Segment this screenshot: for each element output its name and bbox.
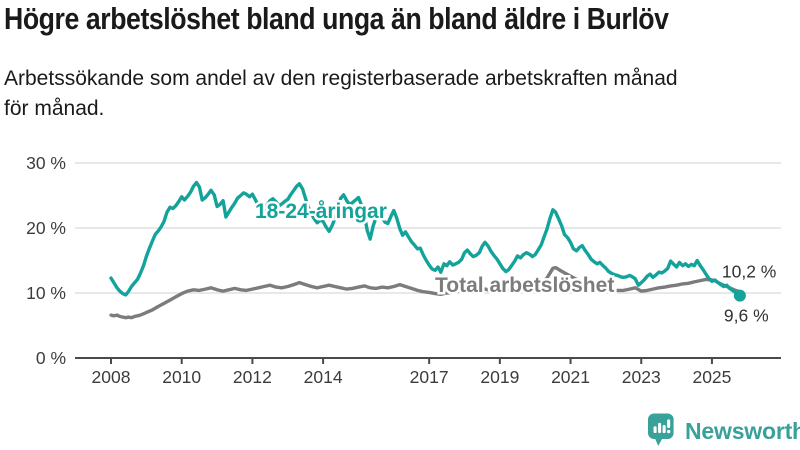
x-tick-label: 2025 <box>692 367 731 387</box>
newsworthy-wordmark: Newsworthy <box>685 417 800 444</box>
page-title: Högre arbetslöshet bland unga än bland ä… <box>4 1 669 36</box>
series-label-youth: 18-24-åringar <box>255 200 387 223</box>
x-tick-label: 2017 <box>410 367 449 387</box>
y-tick-label: 20 % <box>26 218 66 238</box>
y-tick-label: 0 % <box>36 348 66 368</box>
chart-subtitle-line: Arbetssökande som andel av den registerb… <box>4 67 678 90</box>
y-tick-label: 10 % <box>26 283 66 303</box>
x-tick-label: 2014 <box>304 367 343 387</box>
x-tick-label: 2010 <box>162 367 201 387</box>
header: Högre arbetslöshet bland unga än bland ä… <box>4 1 800 120</box>
chart-subtitle-line: för månad. <box>4 97 105 120</box>
series-label-total: Total arbetslöshet <box>435 274 614 297</box>
series-line-total <box>109 265 742 320</box>
x-tick-label: 2008 <box>92 367 131 387</box>
x-tick-label: 2023 <box>622 367 661 387</box>
x-tick-label: 2012 <box>233 367 272 387</box>
x-tick-label: 2021 <box>551 367 590 387</box>
chart-subtitle: Arbetssökande som andel av den registerb… <box>4 64 784 124</box>
x-tick-label: 2019 <box>480 367 519 387</box>
end-value-label-total: 10,2 % <box>722 262 776 282</box>
series-line-youth <box>109 180 742 298</box>
newsworthy-bars-icon <box>648 413 674 446</box>
end-value-label-youth: 9,6 % <box>724 306 769 326</box>
end-point-marker <box>733 289 746 302</box>
newsworthy-logo[interactable]: Newsworthy <box>648 413 800 448</box>
y-tick-label: 30 % <box>26 153 66 173</box>
